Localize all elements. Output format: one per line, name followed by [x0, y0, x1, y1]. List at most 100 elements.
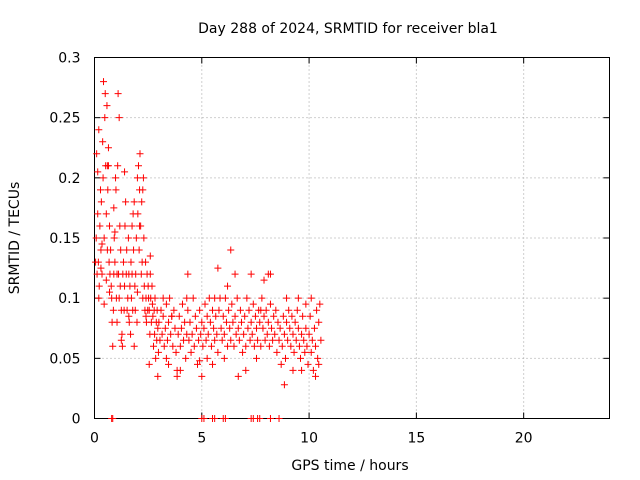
data-point [241, 312, 249, 320]
data-point [131, 306, 139, 314]
data-point [174, 330, 182, 338]
data-point [247, 318, 255, 326]
data-point [285, 306, 293, 314]
data-point [94, 258, 102, 266]
data-point [207, 342, 215, 350]
data-point [142, 312, 150, 320]
data-point [154, 324, 162, 332]
data-point [265, 342, 273, 350]
data-point [284, 336, 292, 344]
data-point [136, 150, 144, 158]
data-point [145, 360, 153, 368]
y-tick-label: 0.25 [49, 111, 80, 127]
data-point [275, 336, 283, 344]
y-tick-label: 0 [72, 412, 81, 428]
data-point [253, 354, 261, 362]
data-point [206, 318, 214, 326]
data-point [112, 174, 120, 182]
data-point [128, 222, 136, 230]
data-point [114, 162, 122, 170]
data-point [139, 186, 147, 194]
data-point [312, 372, 320, 380]
data-point [157, 306, 165, 314]
data-point [302, 300, 310, 308]
data-point [101, 90, 109, 98]
data-point [161, 324, 169, 332]
data-point [98, 270, 106, 278]
data-point [133, 174, 141, 182]
data-point [256, 415, 264, 422]
data-point [95, 282, 103, 290]
data-point [310, 324, 318, 332]
y-tick-label: 0.05 [49, 351, 80, 367]
data-point [98, 240, 106, 248]
data-point [298, 366, 306, 374]
data-point [227, 336, 235, 344]
data-point [96, 222, 104, 230]
data-point [309, 366, 317, 374]
data-point [92, 234, 100, 242]
data-point [110, 234, 118, 242]
data-point [217, 324, 225, 332]
data-point [254, 336, 262, 344]
data-point [275, 415, 283, 422]
data-point [290, 348, 298, 356]
data-point [152, 354, 160, 362]
data-point [138, 198, 146, 206]
data-point [231, 270, 239, 278]
data-point [278, 342, 286, 350]
data-point [227, 246, 235, 254]
data-point [239, 348, 247, 356]
data-point [298, 330, 306, 338]
data-point [237, 318, 245, 326]
data-point [300, 336, 308, 344]
data-point [243, 294, 251, 302]
data-point [289, 366, 297, 374]
data-point [115, 294, 123, 302]
data-point [203, 354, 211, 362]
data-point [185, 336, 193, 344]
data-point [212, 312, 220, 320]
data-point [109, 306, 117, 314]
data-point [171, 324, 179, 332]
data-point [103, 162, 111, 170]
data-point [198, 372, 206, 380]
data-point [313, 306, 321, 314]
data-point [260, 276, 268, 284]
data-point [266, 300, 274, 308]
data-point [211, 336, 219, 344]
data-point [177, 324, 185, 332]
data-point [288, 312, 296, 320]
x-axis-title: GPS time / hours [291, 458, 408, 474]
data-point [246, 336, 254, 344]
data-point [146, 252, 154, 260]
data-point [210, 324, 218, 332]
data-point [248, 330, 256, 338]
data-point [158, 330, 166, 338]
data-point [229, 318, 237, 326]
data-point [134, 210, 142, 218]
data-point [287, 342, 295, 350]
data-point [109, 342, 117, 350]
y-tick-label: 0.1 [58, 291, 80, 307]
data-point [184, 306, 192, 314]
data-point [162, 354, 170, 362]
data-point [123, 246, 131, 254]
data-point [200, 415, 208, 422]
data-point [308, 336, 316, 344]
data-point [253, 324, 261, 332]
data-point [106, 222, 114, 230]
data-point [155, 318, 163, 326]
data-point [159, 294, 167, 302]
data-point [97, 198, 105, 206]
data-point [277, 360, 285, 368]
data-point [165, 360, 173, 368]
data-point [176, 366, 184, 374]
data-point [189, 294, 197, 302]
data-point [244, 324, 252, 332]
data-point [218, 336, 226, 344]
data-point [302, 324, 310, 332]
data-point [159, 312, 167, 320]
data-point [294, 324, 302, 332]
data-point [173, 372, 181, 380]
